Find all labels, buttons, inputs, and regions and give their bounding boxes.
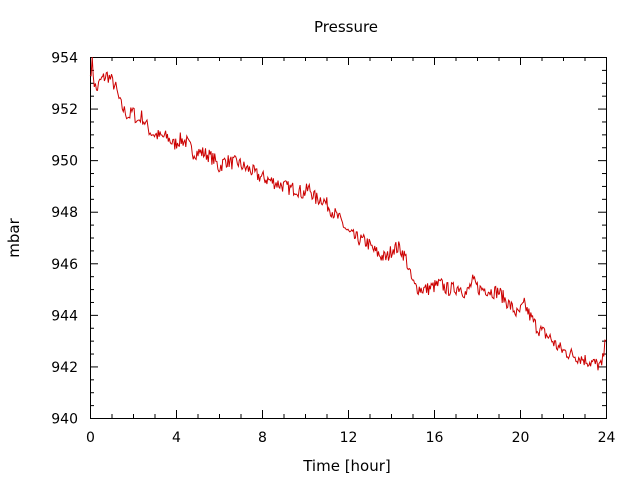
y-tick-label: 940 bbox=[51, 412, 78, 428]
x-axis-label: Time [hour] bbox=[302, 457, 391, 475]
x-tick-label: 8 bbox=[258, 430, 267, 446]
x-tick-label: 0 bbox=[86, 430, 95, 446]
pressure-series-line bbox=[89, 56, 607, 371]
x-axis: 0 4 8 12 16 20 24 bbox=[86, 57, 615, 446]
chart-title: Pressure bbox=[314, 18, 378, 36]
y-tick-label: 954 bbox=[51, 51, 78, 67]
x-tick-label: 16 bbox=[426, 430, 444, 446]
y-tick-label: 950 bbox=[51, 154, 78, 170]
x-tick-label: 4 bbox=[172, 430, 181, 446]
y-tick-label: 942 bbox=[51, 360, 78, 376]
x-tick-label: 24 bbox=[598, 430, 616, 446]
y-axis-label: mbar bbox=[5, 217, 23, 257]
y-tick-label: 948 bbox=[51, 205, 78, 221]
x-tick-label: 20 bbox=[512, 430, 530, 446]
y-axis: 940 942 944 946 948 950 952 954 bbox=[51, 51, 606, 428]
y-tick-label: 944 bbox=[51, 308, 78, 324]
x-tick-label: 12 bbox=[340, 430, 358, 446]
y-tick-label: 946 bbox=[51, 257, 78, 273]
y-tick-label: 952 bbox=[51, 102, 78, 118]
